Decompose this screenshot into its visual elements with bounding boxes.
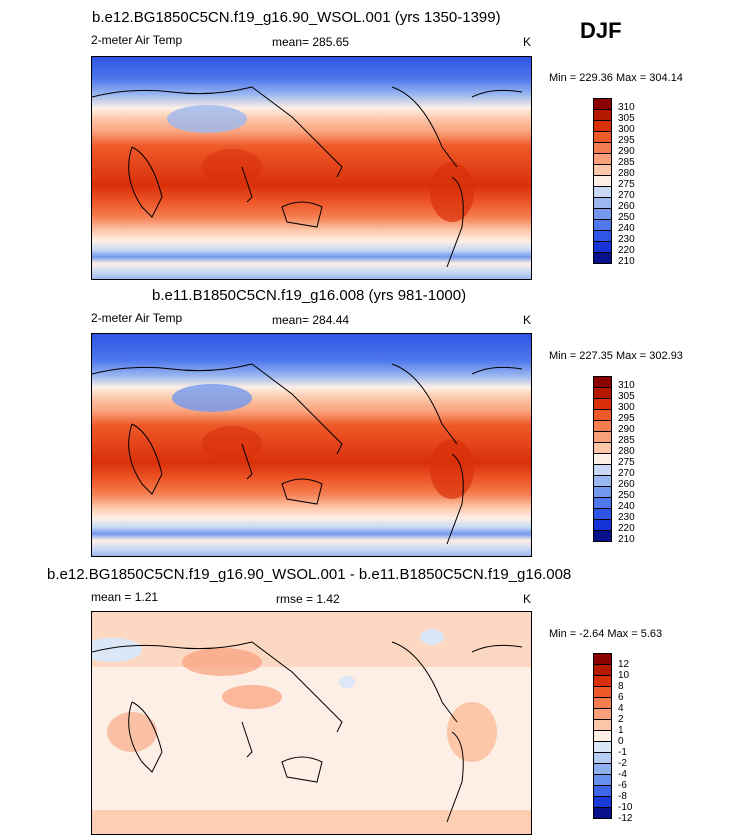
panel-3-mean: mean = 1.21	[91, 590, 159, 604]
panel-2-level-label: 260	[618, 479, 635, 490]
panel-1-variable: 2-meter Air Temp	[91, 33, 183, 47]
panel-2-colorbar	[593, 376, 612, 542]
panel-2-level-label: 270	[618, 468, 635, 479]
panel-2-level-label: 300	[618, 402, 635, 413]
panel-2-map	[91, 333, 532, 557]
panel-2-swatch	[593, 530, 612, 542]
panel-1-colorbar	[593, 98, 612, 264]
panel-2-title: b.e11.B1850C5CN.f19_g16.008 (yrs 981-100…	[152, 287, 467, 304]
panel-3-level-label: 2	[618, 714, 624, 725]
panel-3-units: K	[523, 592, 532, 606]
panel-1-units: K	[523, 35, 532, 49]
panel-3-level-label: -2	[618, 758, 627, 769]
panel-1-level-label: 260	[618, 201, 635, 212]
panel-2-variable: 2-meter Air Temp	[91, 311, 183, 325]
panel-1-level-label: 230	[618, 234, 635, 245]
panel-1-minmax: Min = 229.36 Max = 304.14	[549, 72, 683, 84]
panel-3-title: b.e12.BG1850C5CN.f19_g16.90_WSOL.001 - b…	[47, 566, 572, 583]
panel-2-level-label: 285	[618, 435, 635, 446]
panel-3-map	[91, 611, 532, 835]
panel-2-level-label: 290	[618, 424, 635, 435]
season-label: DJF	[580, 18, 622, 43]
panel-2-level-label: 250	[618, 490, 635, 501]
panel-1-mean: mean= 285.65	[272, 35, 350, 49]
panel-2-level-label: 310	[618, 380, 635, 391]
panel-2-level-label: 280	[618, 446, 635, 457]
panel-2-level-label: 230	[618, 512, 635, 523]
panel-3-minmax: Min = -2.64 Max = 5.63	[549, 628, 663, 640]
panel-3-map-svg	[92, 612, 531, 834]
panel-1-level-label: 295	[618, 135, 635, 146]
panel-2-minmax: Min = 227.35 Max = 302.93	[549, 350, 683, 362]
panel-1-level-label: 250	[618, 212, 635, 223]
panel-1-level-label: 220	[618, 245, 635, 256]
panel-3-level-label: 1	[618, 725, 624, 736]
panel-1-level-label: 285	[618, 157, 635, 168]
panel-2-level-label: 295	[618, 413, 635, 424]
panel-1-map	[91, 56, 532, 280]
panel-2-level-label: 220	[618, 523, 635, 534]
panel-2-mean: mean= 284.44	[272, 313, 350, 327]
panel-1-level-label: 240	[618, 223, 635, 234]
panel-1-level-label: 300	[618, 124, 635, 135]
panel-3-level-label: -4	[618, 769, 627, 780]
panel-2-level-label: 305	[618, 391, 635, 402]
panel-1-level-label: 305	[618, 113, 635, 124]
panel-3-level-label: -1	[618, 747, 627, 758]
panel-2-level-label: 240	[618, 501, 635, 512]
panel-1-level-label: 310	[618, 102, 635, 113]
panel-3-level-label: 0	[618, 736, 624, 747]
panel-1-swatch	[593, 252, 612, 264]
panel-3-colorbar	[593, 653, 612, 819]
panel-2-level-label: 275	[618, 457, 635, 468]
panel-1-level-label: 280	[618, 168, 635, 179]
panel-1-level-label: 210	[618, 256, 635, 267]
panel-3-level-label: 4	[618, 703, 624, 714]
panel-3-level-label: 8	[618, 681, 624, 692]
panel-3-swatch	[593, 807, 612, 819]
panel-1-level-label: 290	[618, 146, 635, 157]
panel-3-level-label: 6	[618, 692, 624, 703]
panel-3-level-label: -6	[618, 780, 627, 791]
panel-2-units: K	[523, 313, 532, 327]
panel-3-level-label: -10	[618, 802, 633, 813]
panel-3-rmse: rmse = 1.42	[276, 592, 340, 606]
panel-3-level-label: -8	[618, 791, 627, 802]
panel-3-level-label: 12	[618, 659, 630, 670]
panel-1-map-svg	[92, 57, 531, 279]
panel-2-map-svg	[92, 334, 531, 556]
panel-3-level-label: -12	[618, 813, 633, 824]
panel-2-level-label: 210	[618, 534, 635, 545]
panel-1-level-label: 275	[618, 179, 635, 190]
panel-1-level-label: 270	[618, 190, 635, 201]
panel-1-title: b.e12.BG1850C5CN.f19_g16.90_WSOL.001 (yr…	[92, 9, 501, 26]
panel-3-level-label: 10	[618, 670, 630, 681]
